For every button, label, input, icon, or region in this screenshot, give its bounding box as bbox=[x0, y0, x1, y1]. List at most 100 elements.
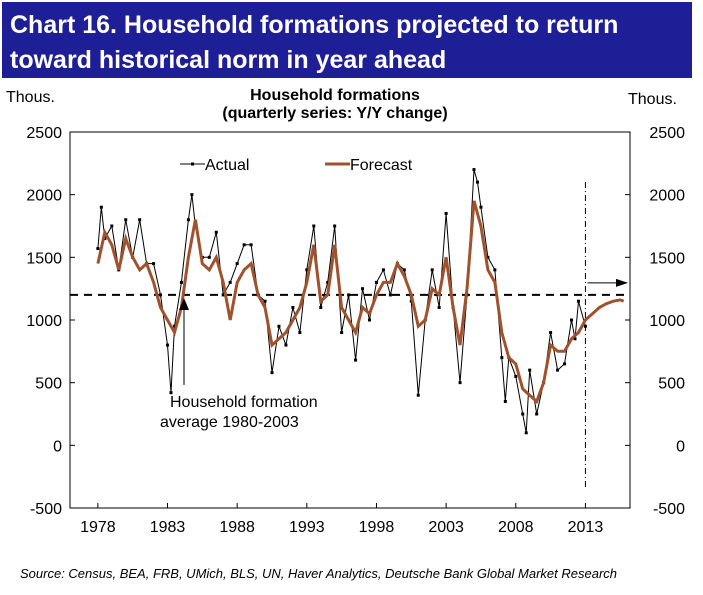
marker bbox=[347, 293, 351, 297]
marker bbox=[291, 305, 295, 309]
y-tick-label: -500 bbox=[30, 501, 62, 518]
x-tick-label: 1998 bbox=[359, 519, 395, 536]
y-tick-label: 2000 bbox=[26, 188, 62, 205]
arrow-head bbox=[179, 298, 189, 310]
x-tick-label: 1993 bbox=[289, 519, 325, 536]
marker bbox=[402, 268, 406, 272]
y2-tick-label: 2000 bbox=[649, 188, 685, 205]
marker bbox=[472, 168, 476, 172]
marker bbox=[416, 393, 420, 397]
marker bbox=[270, 371, 274, 375]
marker bbox=[263, 299, 267, 303]
marker bbox=[172, 324, 176, 328]
x-tick-label: 1983 bbox=[150, 519, 186, 536]
chart-title: toward historical norm in year ahead bbox=[10, 46, 446, 74]
y2-tick-label: -500 bbox=[653, 501, 685, 518]
marker bbox=[563, 362, 567, 366]
y2-tick-label: 2500 bbox=[649, 125, 685, 142]
marker bbox=[361, 287, 365, 291]
marker bbox=[368, 318, 372, 322]
marker bbox=[298, 331, 302, 335]
marker bbox=[166, 343, 170, 347]
marker bbox=[169, 391, 173, 395]
marker bbox=[207, 255, 211, 259]
marker bbox=[528, 368, 532, 372]
marker bbox=[475, 180, 479, 184]
marker bbox=[235, 262, 239, 266]
marker bbox=[569, 318, 573, 322]
marker bbox=[249, 243, 253, 247]
marker bbox=[179, 280, 183, 284]
y-tick-label: 1000 bbox=[26, 313, 62, 330]
marker bbox=[277, 324, 281, 328]
y2-tick-label: 1000 bbox=[649, 313, 685, 330]
subtitle: Household formations bbox=[250, 87, 420, 104]
marker bbox=[556, 368, 560, 372]
marker bbox=[430, 268, 434, 272]
marker bbox=[486, 255, 490, 259]
marker bbox=[493, 268, 497, 272]
marker bbox=[521, 412, 525, 416]
legend-label: Actual bbox=[205, 157, 249, 174]
x-tick-label: 2008 bbox=[498, 519, 534, 536]
legend-marker bbox=[191, 162, 194, 166]
marker bbox=[284, 343, 288, 347]
y2-tick-label: 0 bbox=[676, 438, 685, 455]
marker bbox=[524, 431, 528, 435]
marker bbox=[500, 356, 504, 360]
subtitle: (quarterly series: Y/Y change) bbox=[222, 105, 447, 122]
marker bbox=[305, 268, 309, 272]
marker bbox=[312, 224, 316, 228]
y-axis-label: Thous. bbox=[6, 89, 55, 106]
marker bbox=[514, 374, 518, 378]
x-tick-label: 1978 bbox=[80, 519, 116, 536]
marker bbox=[159, 293, 163, 297]
marker bbox=[221, 293, 225, 297]
y-tick-label: 1500 bbox=[26, 250, 62, 267]
title-box bbox=[2, 2, 692, 78]
marker bbox=[381, 268, 385, 272]
x-tick-label: 1988 bbox=[219, 519, 255, 536]
y-tick-label: 500 bbox=[35, 376, 62, 393]
marker bbox=[326, 280, 330, 284]
y-tick-label: 2500 bbox=[26, 125, 62, 142]
y2-tick-label: 500 bbox=[658, 376, 685, 393]
marker bbox=[319, 305, 323, 309]
marker bbox=[110, 224, 114, 228]
annotation: average 1980-2003 bbox=[160, 414, 299, 431]
marker bbox=[333, 224, 337, 228]
marker bbox=[99, 205, 103, 209]
marker bbox=[124, 218, 128, 222]
marker bbox=[583, 324, 587, 328]
marker bbox=[535, 412, 539, 416]
marker bbox=[138, 218, 142, 222]
series-line bbox=[96, 200, 625, 405]
marker bbox=[190, 193, 194, 197]
marker bbox=[479, 205, 483, 209]
marker bbox=[437, 305, 441, 309]
marker bbox=[388, 293, 392, 297]
marker bbox=[549, 331, 553, 335]
y-tick-label: 0 bbox=[53, 438, 62, 455]
marker bbox=[228, 280, 232, 284]
marker bbox=[576, 299, 580, 303]
marker bbox=[444, 211, 448, 215]
marker bbox=[214, 230, 218, 234]
marker bbox=[96, 247, 100, 251]
marker bbox=[503, 399, 507, 403]
annotation: Household formation bbox=[170, 394, 318, 411]
marker bbox=[186, 218, 190, 222]
x-tick-label: 2003 bbox=[428, 519, 464, 536]
marker bbox=[242, 243, 246, 247]
marker bbox=[152, 262, 156, 266]
marker bbox=[354, 358, 358, 362]
source: Source: Census, BEA, FRB, UMich, BLS, UN… bbox=[20, 566, 617, 581]
x-tick-label: 2013 bbox=[568, 519, 604, 536]
legend-label: Forecast bbox=[350, 157, 413, 174]
y2-axis-label: Thous. bbox=[628, 91, 677, 108]
marker bbox=[458, 381, 462, 385]
chart-title: Chart 16. Household formations projected… bbox=[10, 11, 618, 39]
arrow-head bbox=[616, 278, 628, 287]
y2-tick-label: 1500 bbox=[649, 250, 685, 267]
